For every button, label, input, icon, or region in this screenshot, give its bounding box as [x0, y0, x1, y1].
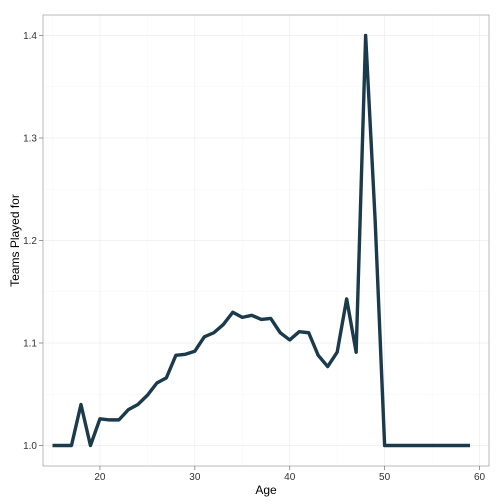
series-layer	[52, 33, 471, 448]
x-tick-label: 20	[94, 472, 106, 483]
y-tick-label: 1.0	[23, 441, 37, 452]
major-gridlines	[43, 15, 489, 466]
x-tick-label: 30	[189, 472, 201, 483]
y-tick-label: 1.4	[23, 31, 37, 42]
y-tick-label: 1.3	[23, 134, 37, 145]
x-tick-label: 40	[284, 472, 296, 483]
x-axis-title: Age	[255, 483, 277, 497]
series-line	[52, 33, 471, 448]
y-tick-label: 1.1	[23, 339, 37, 350]
x-tick-label: 60	[474, 472, 486, 483]
y-tick-label: 1.2	[23, 236, 37, 247]
axis-ticks: 20 30 40 50 60 1.0 1.1 1.2 1.3 1.4	[23, 31, 485, 483]
y-axis-title: Teams Played for	[8, 194, 22, 287]
x-tick-label: 50	[379, 472, 391, 483]
